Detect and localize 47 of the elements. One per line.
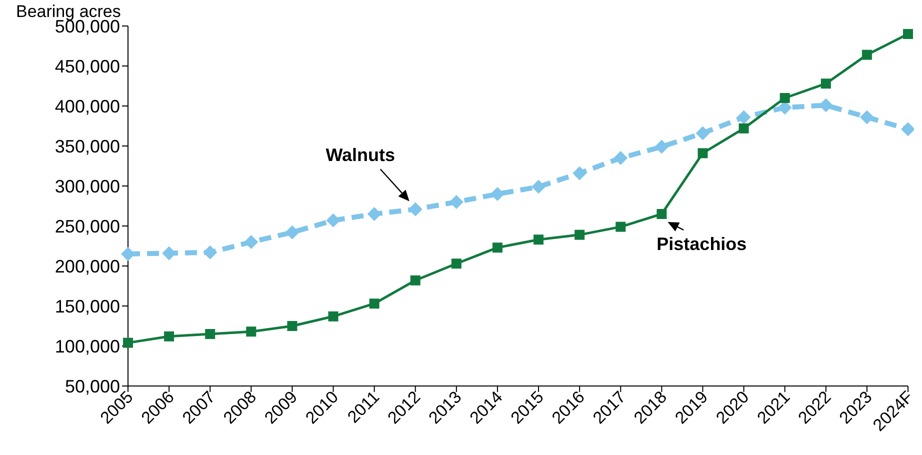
point <box>820 78 831 89</box>
point <box>123 338 133 348</box>
point <box>901 122 914 136</box>
point <box>121 247 135 261</box>
point <box>736 110 751 124</box>
point <box>490 187 504 201</box>
y-tick-label: 400,000 <box>54 96 120 116</box>
point <box>656 209 667 219</box>
point <box>285 225 300 240</box>
point <box>408 202 422 216</box>
y-tick-label: 150,000 <box>54 296 120 316</box>
point <box>244 235 258 249</box>
point <box>654 140 669 154</box>
point <box>492 242 502 253</box>
y-tick-label: 100,000 <box>54 336 120 356</box>
point <box>532 180 546 194</box>
point <box>410 275 420 286</box>
point <box>696 126 710 140</box>
y-tick-label: 300,000 <box>54 176 120 196</box>
series-label: Pistachios <box>656 234 747 254</box>
point <box>164 331 174 342</box>
point <box>369 298 380 309</box>
point <box>367 207 382 221</box>
point <box>614 151 628 165</box>
point <box>698 148 708 158</box>
y-tick-label: 200,000 <box>54 256 120 276</box>
point <box>328 311 338 322</box>
y-tick-label: 350,000 <box>54 136 120 156</box>
point <box>738 123 749 134</box>
point <box>326 213 340 228</box>
point <box>246 326 256 337</box>
point <box>205 329 216 339</box>
text: Walnuts <box>326 145 396 166</box>
point <box>780 93 790 103</box>
point <box>287 321 298 331</box>
point <box>534 234 544 245</box>
point <box>862 50 872 60</box>
y-tick-label: 250,000 <box>54 216 120 236</box>
point <box>449 195 464 209</box>
point <box>860 110 874 124</box>
point <box>203 245 218 260</box>
point <box>616 222 626 232</box>
point <box>903 29 913 39</box>
y-tick-label: 450,000 <box>54 56 120 76</box>
point <box>451 258 462 269</box>
point <box>572 166 587 180</box>
point <box>574 230 585 240</box>
